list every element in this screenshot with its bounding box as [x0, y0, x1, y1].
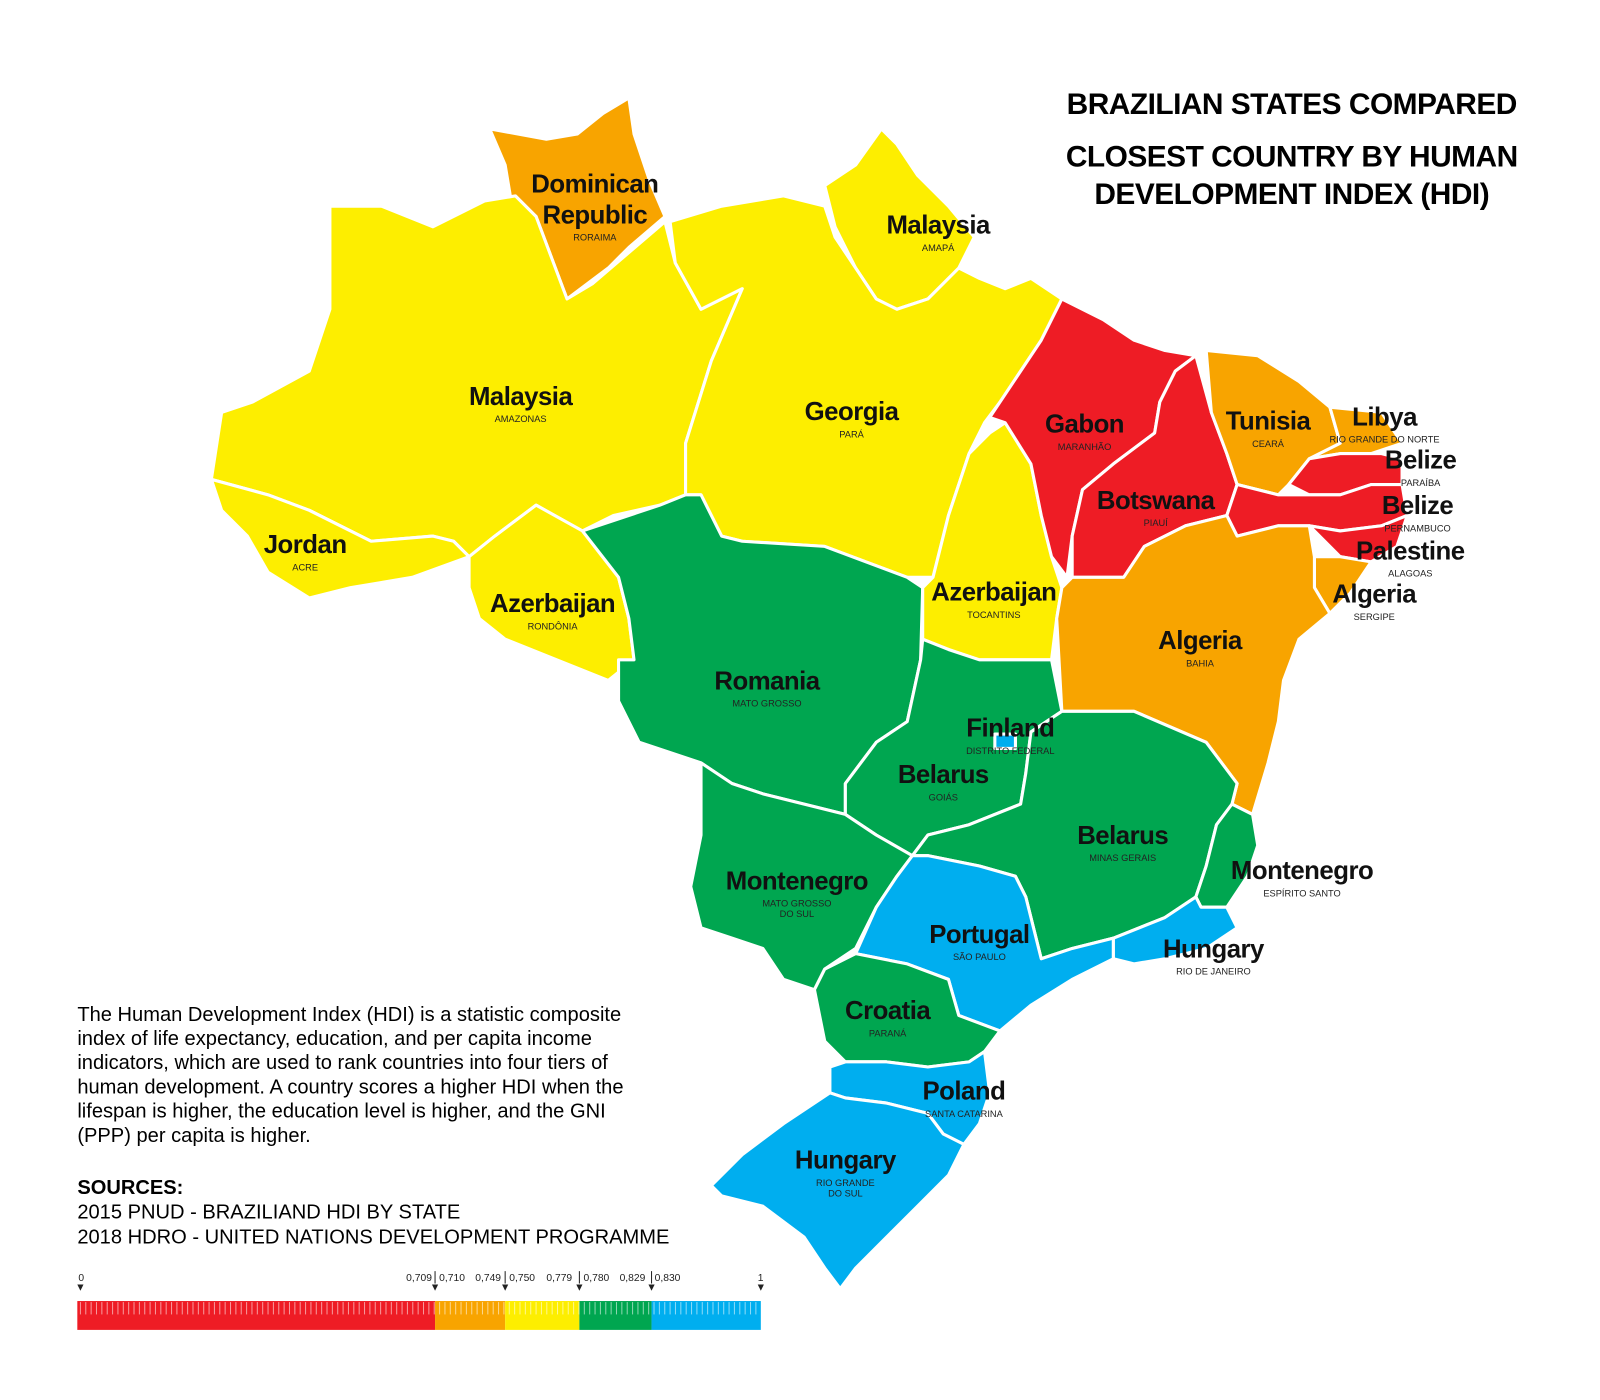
country-label: Portugal [929, 921, 1029, 949]
state-shape [689, 761, 914, 992]
description-line: index of life expectancy, education, and… [77, 1028, 592, 1050]
state-label: MATO GROSSO [762, 899, 831, 909]
country-label: Palestine [1356, 537, 1465, 565]
state-label: SÃO PAULO [953, 952, 1006, 962]
country-label: Belarus [1077, 822, 1168, 850]
legend-tick-label: 0,749 [475, 1273, 501, 1284]
state-label: SERGIPE [1354, 612, 1395, 622]
description-line: (PPP) per capita is higher. [77, 1125, 310, 1147]
legend-tick-label: 0 [78, 1273, 84, 1284]
country-label: Belarus [898, 761, 989, 789]
state-label: PIAUÍ [1144, 518, 1169, 528]
state-label: CEARÁ [1252, 439, 1285, 449]
state-shape [209, 477, 471, 600]
legend-arrow [77, 1284, 84, 1291]
state-shape [709, 1091, 966, 1291]
state-label: GOIÁS [929, 792, 958, 802]
legend-arrow [431, 1284, 439, 1291]
state-labels: Dominican Republic RORAIMA Malaysia AMAPÁ Mal… [264, 170, 1466, 1198]
state-label: ALAGOAS [1388, 569, 1432, 579]
state-label: BAHIA [1186, 658, 1215, 668]
legend-tick-label: 0,829 [620, 1273, 646, 1284]
source-line: 2015 PNUD - BRAZILIAND HDI BY STATE [77, 1202, 460, 1224]
state-label: PARANÁ [869, 1028, 907, 1038]
info: BRAZILIAN STATES COMPARED CLOSEST COUNTRY… [77, 88, 1518, 1330]
state-label: RIO DE JANEIRO [1176, 967, 1251, 977]
state-label: RONDÔNIA [528, 621, 579, 631]
legend-tick-label: 0,709 [406, 1273, 432, 1284]
legend-segment [579, 1301, 652, 1330]
country-label: Gabon [1045, 411, 1124, 439]
state-label: PARÁ [839, 430, 864, 440]
state-shape [1111, 895, 1239, 966]
description-line: indicators, which are used to rank count… [77, 1052, 608, 1074]
country-label: Malaysia [469, 383, 573, 411]
country-label: Libya [1352, 403, 1418, 431]
description-line: lifespan is higher, the education level … [77, 1101, 605, 1123]
legend-tick-label: 0,779 [546, 1273, 572, 1284]
state-shape [993, 732, 1018, 750]
source-line: 2018 HDRO - UNITED NATIONS DEVELOPMENT P… [77, 1226, 669, 1248]
state-label: PERNAMBUCO [1384, 523, 1450, 533]
state-label: MATO GROSSO [732, 699, 801, 709]
state-label: DO SUL [780, 909, 815, 919]
country-label: Montenegro [726, 867, 868, 895]
description-line: The Human Development Index (HDI) is a s… [77, 1004, 621, 1026]
legend-segment [505, 1301, 580, 1330]
country-label: Azerbaijan [931, 579, 1056, 607]
legend-arrow [502, 1284, 509, 1291]
legend-arrow [576, 1284, 583, 1291]
state-label: TOCANTINS [967, 610, 1020, 620]
description-line: human development. A country scores a hi… [77, 1076, 623, 1098]
country-label: Georgia [805, 398, 900, 426]
country-label: Poland [923, 1078, 1006, 1106]
title: DEVELOPMENT INDEX (HDI) [1094, 178, 1489, 211]
state-label: ESPÍRITO SANTO [1263, 888, 1340, 898]
legend-arrow [757, 1284, 764, 1291]
legend-tick-label: 0,710 [439, 1273, 465, 1284]
state-label: MINAS GERAIS [1089, 853, 1156, 863]
country-label: Jordan [264, 531, 347, 559]
country-label: Tunisia [1226, 407, 1312, 435]
state-label: ACRE [292, 562, 318, 572]
state-label: AMAPÁ [922, 243, 955, 253]
state-label: AMAZONAS [495, 414, 547, 424]
country-label: Belize [1382, 492, 1454, 520]
sources-heading: SOURCES: [77, 1177, 183, 1199]
legend-tick-label: 0,750 [509, 1273, 535, 1284]
state-label: DISTRITO FEDERAL [966, 746, 1054, 756]
legend-segment [435, 1301, 506, 1330]
state-label: PARAÍBA [1401, 478, 1441, 488]
legend-tick-label: 0,830 [655, 1273, 681, 1284]
country-label: Republic [543, 201, 648, 229]
country-label: Algeria [1332, 581, 1417, 609]
state-label: RIO GRANDE [816, 1178, 875, 1188]
country-label: Belize [1385, 447, 1457, 475]
country-label: Finland [966, 715, 1054, 743]
country-label: Algeria [1158, 627, 1243, 655]
country-label: Hungary [795, 1147, 897, 1175]
country-label: Montenegro [1231, 857, 1373, 885]
country-label: Malaysia [886, 212, 990, 240]
country-label: Dominican [531, 170, 658, 198]
country-label: Azerbaijan [490, 590, 615, 618]
country-label: Croatia [845, 997, 931, 1025]
legend-arrow [648, 1284, 655, 1291]
state-label: RIO GRANDE DO NORTE [1330, 435, 1440, 445]
state-label: DO SUL [828, 1188, 863, 1198]
legend-segment [77, 1301, 436, 1330]
legend-tick-label: 1 [758, 1273, 764, 1284]
legend-tick-label: 0,780 [584, 1273, 610, 1284]
state-label: RORAIMA [573, 233, 617, 243]
country-label: Romania [714, 667, 820, 695]
state-label: SANTA CATARINA [925, 1109, 1004, 1119]
states [209, 96, 1409, 1291]
country-label: Botswana [1097, 487, 1216, 515]
country-label: Hungary [1163, 935, 1265, 963]
legend-segment [651, 1301, 761, 1330]
title: CLOSEST COUNTRY BY HUMAN [1066, 141, 1518, 174]
state-label: MARANHÃO [1058, 442, 1112, 452]
title: BRAZILIAN STATES COMPARED [1067, 88, 1517, 121]
